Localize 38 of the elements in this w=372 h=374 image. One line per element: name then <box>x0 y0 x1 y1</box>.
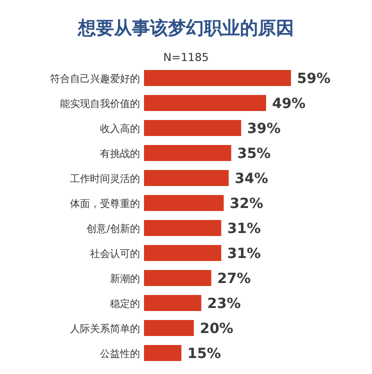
chart-subtitle: N=1185 <box>163 51 209 64</box>
y-tick-label: 有挑战的 <box>100 148 140 160</box>
y-tick-label: 体面，受尊重的 <box>70 198 140 210</box>
bar <box>144 70 291 86</box>
y-tick-label: 公益性的 <box>100 348 140 360</box>
data-label: 32% <box>230 196 264 212</box>
y-tick-label: 能实现自我价值的 <box>60 98 140 110</box>
y-tick-label: 新潮的 <box>110 273 140 285</box>
data-label: 23% <box>207 296 241 312</box>
bar <box>144 320 194 336</box>
data-label: 59% <box>297 71 331 87</box>
y-tick-label: 稳定的 <box>110 298 140 310</box>
y-tick-label: 收入高的 <box>100 123 140 135</box>
y-tick-label: 社会认可的 <box>90 248 140 260</box>
bar <box>144 170 229 186</box>
data-label: 20% <box>200 321 234 337</box>
bar <box>144 245 222 261</box>
data-label: 31% <box>227 246 261 262</box>
chart-title: 想要从事该梦幻职业的原因 <box>77 18 294 39</box>
bar <box>144 345 182 361</box>
data-label: 27% <box>217 271 251 287</box>
data-label: 15% <box>187 346 221 362</box>
bar <box>144 295 202 311</box>
data-label: 35% <box>237 146 271 162</box>
y-tick-label: 创意/创新的 <box>86 223 140 235</box>
bar <box>144 120 242 136</box>
bar <box>144 220 222 236</box>
bar <box>144 95 266 111</box>
bar <box>144 145 232 161</box>
bar <box>144 270 212 286</box>
data-label: 31% <box>227 221 261 237</box>
y-tick-label: 符合自己兴趣爱好的 <box>50 73 140 85</box>
data-label: 34% <box>234 171 268 187</box>
bar <box>144 195 224 211</box>
y-tick-label: 工作时间灵活的 <box>70 173 140 185</box>
data-label: 49% <box>272 96 306 112</box>
y-tick-label: 人际关系简单的 <box>70 323 140 335</box>
data-label: 39% <box>247 121 281 137</box>
